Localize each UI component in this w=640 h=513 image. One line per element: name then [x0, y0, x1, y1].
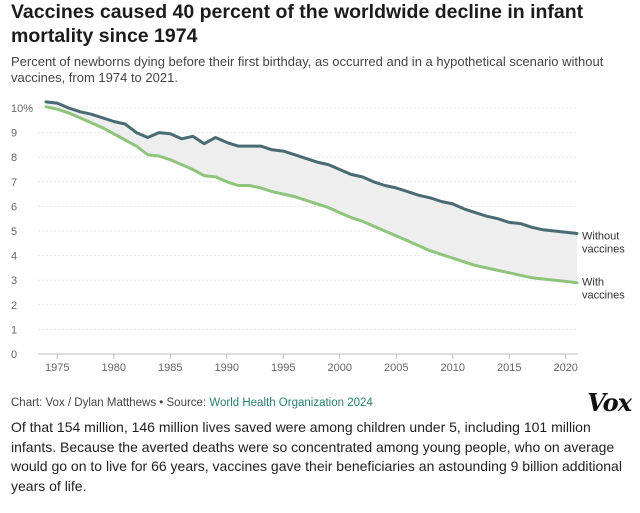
series-label-without-vaccines: Without	[582, 230, 619, 242]
x-tick-label: 1995	[271, 362, 295, 374]
article-paragraph: Of that 154 million, 146 million lives s…	[11, 419, 622, 494]
x-tick-label: 1990	[215, 362, 239, 374]
x-tick-label: 1985	[158, 362, 182, 374]
y-tick-label: 6	[11, 201, 17, 213]
y-tick-label: 10%	[11, 103, 33, 115]
x-tick-label: 2015	[497, 362, 521, 374]
series-line-with-vaccines	[44, 105, 579, 285]
source-link[interactable]: World Health Organization 2024	[209, 397, 373, 409]
y-tick-label: 5	[11, 226, 17, 238]
y-tick-label: 9	[11, 128, 17, 140]
x-tick-label: 2020	[553, 362, 577, 374]
x-axis-ticks: 1975 1980 1985 1990 1995 2000 2005 2010 2015 2020	[45, 354, 578, 374]
chart-source: Chart: Vox / Dylan Matthews • Source: Wo…	[11, 397, 373, 409]
y-tick-label: 1	[11, 324, 17, 336]
x-tick-label: 2005	[384, 362, 408, 374]
x-tick-label: 1975	[45, 362, 69, 374]
y-tick-label: 8	[11, 152, 17, 164]
y-tick-label: 3	[11, 275, 17, 287]
series-label-with-vaccines: With	[582, 277, 604, 289]
grid-lines	[38, 107, 578, 355]
y-tick-label: 7	[11, 177, 17, 189]
x-tick-label: 2010	[440, 362, 464, 374]
series-label-with-vaccines: vaccines	[582, 290, 625, 302]
y-axis-ticks: 0 1 2 3 4 5 6 7 8 9 10%	[11, 103, 33, 361]
x-tick-label: 1980	[102, 362, 126, 374]
series-label-without-vaccines: vaccines	[582, 243, 625, 255]
source-credit: Chart: Vox / Dylan Matthews • Source:	[11, 397, 210, 409]
y-tick-label: 0	[11, 349, 17, 361]
series-line-without-vaccines	[44, 100, 579, 235]
vox-logo[interactable]: Vox	[587, 388, 632, 417]
line-chart: 0 1 2 3 4 5 6 7 8 9 10% 1975 1980 1985 1990 1995 2000 20…	[11, 100, 625, 374]
y-tick-label: 4	[11, 251, 17, 263]
x-tick-label: 2000	[328, 362, 352, 374]
chart-title: Vaccines caused 40 percent of the worldw…	[11, 1, 584, 47]
chart-subtitle: Percent of newborns dying before their f…	[11, 54, 604, 85]
y-tick-label: 2	[11, 300, 17, 312]
gap-area	[46, 101, 577, 283]
